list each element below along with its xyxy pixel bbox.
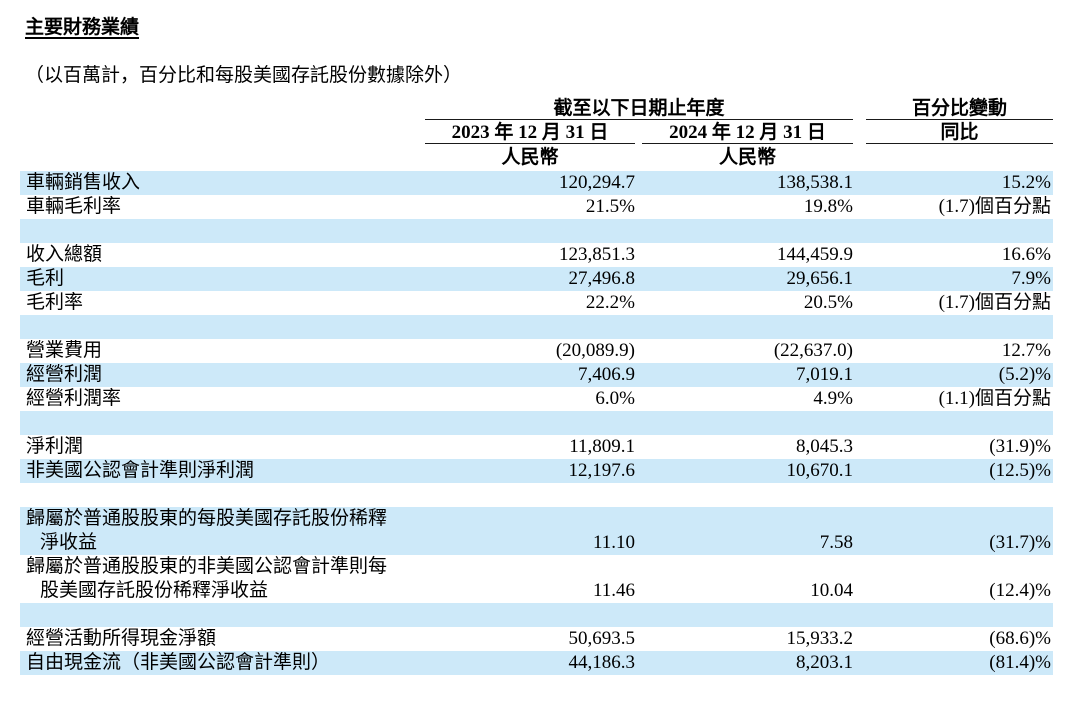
- table-row-non-gaap-diluted-eps-ads: 歸屬於普通股股東的非美國公認會計準則每 股美國存託股份稀釋淨收益 11.46 1…: [20, 555, 1053, 603]
- col-header-yoy: 同比: [866, 122, 1053, 144]
- value-2024: 10,670.1: [786, 460, 854, 481]
- table-row-net-profit: 淨利潤 11,809.1 8,045.3 (31.9)%: [20, 435, 1053, 459]
- row-label: 毛利: [26, 268, 65, 289]
- value-2024: 20.5%: [803, 292, 853, 313]
- row-label: 經營利潤: [26, 364, 103, 385]
- table-row-diluted-eps-ads: 歸屬於普通股股東的每股美國存託股份稀釋 淨收益 11.10 7.58 (31.7…: [20, 507, 1053, 555]
- financial-table: 截至以下日期止年度 百分比變動 2023 年 12 月 31 日 2024 年 …: [20, 96, 1053, 675]
- value-2024: 7,019.1: [796, 364, 853, 385]
- table-row-operating-expenses: 營業費用 (20,089.9) (22,637.0) 12.7%: [20, 339, 1053, 363]
- table-row-vehicle-margin: 車輛毛利率 21.5% 19.8% (1.7)個百分點: [20, 195, 1053, 219]
- row-label: 歸屬於普通股股東的每股美國存託股份稀釋 淨收益: [20, 507, 425, 555]
- value-2023: 7,406.9: [578, 364, 635, 385]
- row-label-line2: 淨收益: [40, 532, 98, 553]
- table-row-free-cash-flow: 自由現金流（非美國公認會計準則） 44,186.3 8,203.1 (81.4)…: [20, 651, 1053, 675]
- value-2023: 27,496.8: [568, 268, 636, 289]
- value-2024: 138,538.1: [777, 172, 853, 193]
- row-label: 營業費用: [26, 340, 103, 361]
- table-row-total-revenue: 收入總額 123,851.3 144,459.9 16.6%: [20, 243, 1053, 267]
- value-2024: 8,045.3: [796, 436, 853, 457]
- spacer-row: [20, 483, 1053, 507]
- table-row-operating-profit: 經營利潤 7,406.9 7,019.1 (5.2)%: [20, 363, 1053, 387]
- value-2023: 6.0%: [595, 388, 635, 409]
- row-label: 經營利潤率: [26, 388, 122, 409]
- value-yoy: (68.6)%: [989, 628, 1051, 649]
- spacer-row: [20, 411, 1053, 435]
- row-label-line2: 股美國存託股份稀釋淨收益: [40, 580, 269, 601]
- col-header-2023: 2023 年 12 月 31 日: [425, 122, 635, 144]
- row-label: 經營活動所得現金淨額: [26, 628, 217, 649]
- value-yoy: (31.9)%: [989, 436, 1051, 457]
- value-yoy: 12.7%: [1001, 340, 1051, 361]
- currency-label-2023: 人民幣: [501, 147, 559, 168]
- value-2024: (22,637.0): [773, 340, 853, 361]
- value-2024: 144,459.9: [777, 244, 853, 265]
- value-yoy: 7.9%: [1011, 268, 1051, 289]
- currency-label-2024: 人民幣: [718, 147, 776, 168]
- table-row-operating-cash-flow: 經營活動所得現金淨額 50,693.5 15,933.2 (68.6)%: [20, 627, 1053, 651]
- financial-report-page: 主要財務業績 （以百萬計，百分比和每股美國存託股份數據除外） 截至以下日期止年度…: [0, 16, 1080, 711]
- value-2024: 29,656.1: [786, 268, 854, 289]
- row-label: 車輛銷售收入: [26, 172, 141, 193]
- value-2023: 11.46: [592, 580, 635, 601]
- row-label: 毛利率: [26, 292, 84, 313]
- table-header-group-row: 截至以下日期止年度 百分比變動: [20, 96, 1053, 120]
- value-yoy: (12.4)%: [989, 580, 1051, 601]
- table-header-currency-row: 人民幣 人民幣: [20, 144, 1053, 171]
- row-label: 淨利潤: [26, 436, 84, 457]
- table-row-operating-margin: 經營利潤率 6.0% 4.9% (1.1)個百分點: [20, 387, 1053, 411]
- value-2023: (20,089.9): [555, 340, 635, 361]
- value-2023: 50,693.5: [568, 628, 636, 649]
- spacer-row: [20, 315, 1053, 339]
- value-2024: 4.9%: [813, 388, 853, 409]
- spacer-row: [20, 603, 1053, 627]
- table-row-vehicle-sales: 車輛銷售收入 120,294.7 138,538.1 15.2%: [20, 171, 1053, 195]
- value-2023: 44,186.3: [568, 652, 636, 673]
- table-row-gross-profit: 毛利 27,496.8 29,656.1 7.9%: [20, 267, 1053, 291]
- value-yoy: (1.7)個百分點: [938, 292, 1051, 313]
- change-group-header: 百分比變動: [866, 98, 1053, 120]
- table-header-date-row: 2023 年 12 月 31 日 2024 年 12 月 31 日 同比: [20, 120, 1053, 144]
- value-yoy: (5.2)%: [998, 364, 1051, 385]
- table-row-non-gaap-net-profit: 非美國公認會計準則淨利潤 12,197.6 10,670.1 (12.5)%: [20, 459, 1053, 483]
- value-2023: 11,809.1: [569, 436, 635, 457]
- value-yoy: (1.1)個百分點: [938, 388, 1051, 409]
- value-2024: 8,203.1: [796, 652, 853, 673]
- row-label: 車輛毛利率: [26, 196, 122, 217]
- value-2023: 11.10: [592, 532, 635, 553]
- row-label: 歸屬於普通股股東的非美國公認會計準則每 股美國存託股份稀釋淨收益: [20, 555, 425, 603]
- period-group-header: 截至以下日期止年度: [425, 98, 853, 120]
- row-label: 非美國公認會計準則淨利潤: [26, 460, 255, 481]
- spacer-row: [20, 219, 1053, 243]
- page-title: 主要財務業績: [25, 17, 140, 38]
- row-label: 自由現金流（非美國公認會計準則）: [26, 652, 331, 673]
- row-label-line1: 歸屬於普通股股東的每股美國存託股份稀釋: [26, 508, 388, 529]
- row-label: 收入總額: [26, 244, 103, 265]
- value-yoy: (31.7)%: [989, 532, 1051, 553]
- value-2024: 19.8%: [803, 196, 853, 217]
- value-2024: 7.58: [819, 532, 853, 553]
- value-2024: 10.04: [810, 580, 853, 601]
- value-2023: 21.5%: [585, 196, 635, 217]
- value-2024: 15,933.2: [786, 628, 854, 649]
- col-header-2024: 2024 年 12 月 31 日: [642, 122, 853, 144]
- table-row-gross-margin: 毛利率 22.2% 20.5% (1.7)個百分點: [20, 291, 1053, 315]
- value-2023: 12,197.6: [568, 460, 636, 481]
- value-2023: 120,294.7: [559, 172, 635, 193]
- value-yoy: (1.7)個百分點: [938, 196, 1051, 217]
- value-2023: 123,851.3: [559, 244, 635, 265]
- row-label-line1: 歸屬於普通股股東的非美國公認會計準則每: [26, 556, 388, 577]
- value-yoy: (81.4)%: [989, 652, 1051, 673]
- value-2023: 22.2%: [585, 292, 635, 313]
- value-yoy: 15.2%: [1001, 172, 1051, 193]
- page-subtitle: （以百萬計，百分比和每股美國存託股份數據除外）: [25, 65, 463, 86]
- value-yoy: (12.5)%: [989, 460, 1051, 481]
- value-yoy: 16.6%: [1001, 244, 1051, 265]
